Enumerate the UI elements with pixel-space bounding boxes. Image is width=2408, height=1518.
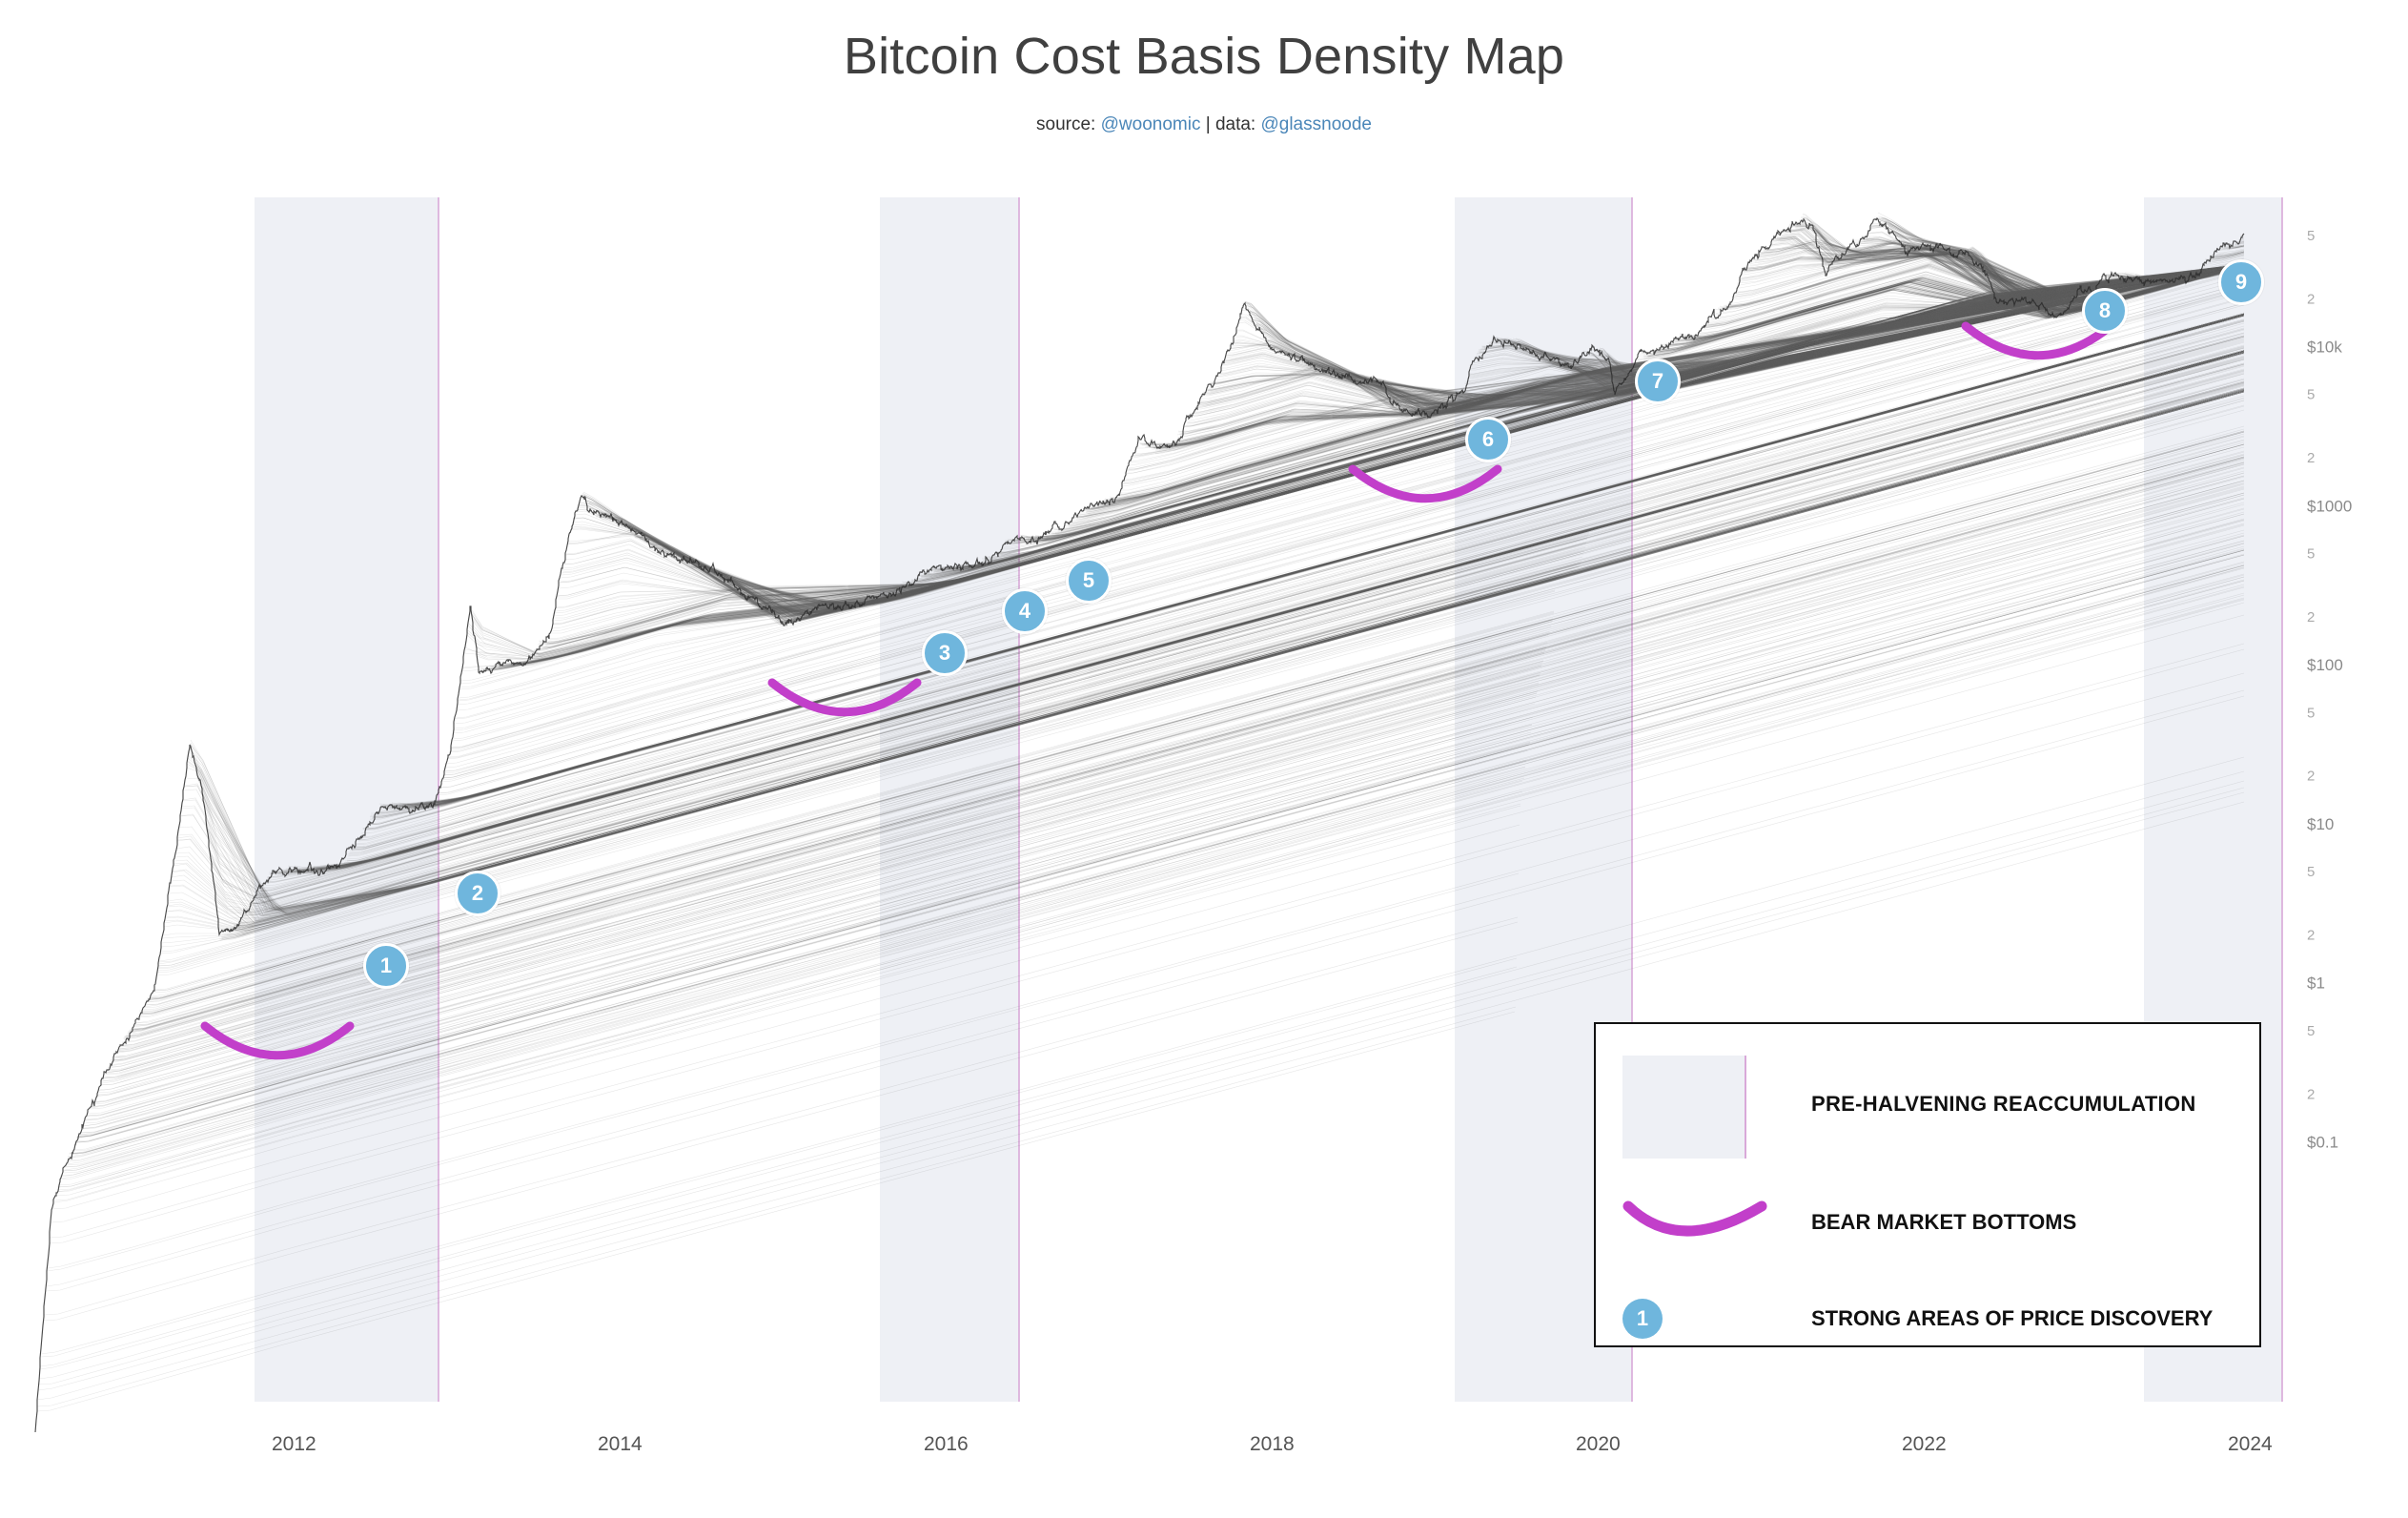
svg-text:5: 5 [2307, 546, 2315, 563]
svg-text:$10k: $10k [2307, 338, 2342, 357]
svg-text:5: 5 [2307, 1023, 2315, 1039]
svg-text:2: 2 [2307, 928, 2315, 944]
svg-text:2: 2 [2307, 609, 2315, 626]
svg-text:$1000: $1000 [2307, 497, 2352, 515]
svg-text:2: 2 [2307, 769, 2315, 785]
svg-text:2: 2 [2307, 450, 2315, 466]
svg-text:$100: $100 [2307, 656, 2343, 674]
svg-text:5: 5 [2307, 228, 2315, 244]
svg-text:2024: 2024 [2228, 1433, 2273, 1455]
svg-text:2012: 2012 [272, 1433, 316, 1455]
svg-text:$1: $1 [2307, 974, 2325, 993]
svg-text:5: 5 [2307, 387, 2315, 403]
svg-text:2: 2 [2307, 291, 2315, 307]
svg-text:2018: 2018 [1250, 1433, 1295, 1455]
svg-text:2020: 2020 [1576, 1433, 1621, 1455]
svg-text:5: 5 [2307, 705, 2315, 721]
svg-text:2016: 2016 [924, 1433, 969, 1455]
svg-text:$0.1: $0.1 [2307, 1134, 2338, 1152]
svg-text:2014: 2014 [598, 1433, 643, 1455]
svg-text:$10: $10 [2307, 815, 2334, 833]
svg-text:2: 2 [2307, 1086, 2315, 1102]
svg-text:5: 5 [2307, 864, 2315, 880]
svg-text:2022: 2022 [1902, 1433, 1947, 1455]
